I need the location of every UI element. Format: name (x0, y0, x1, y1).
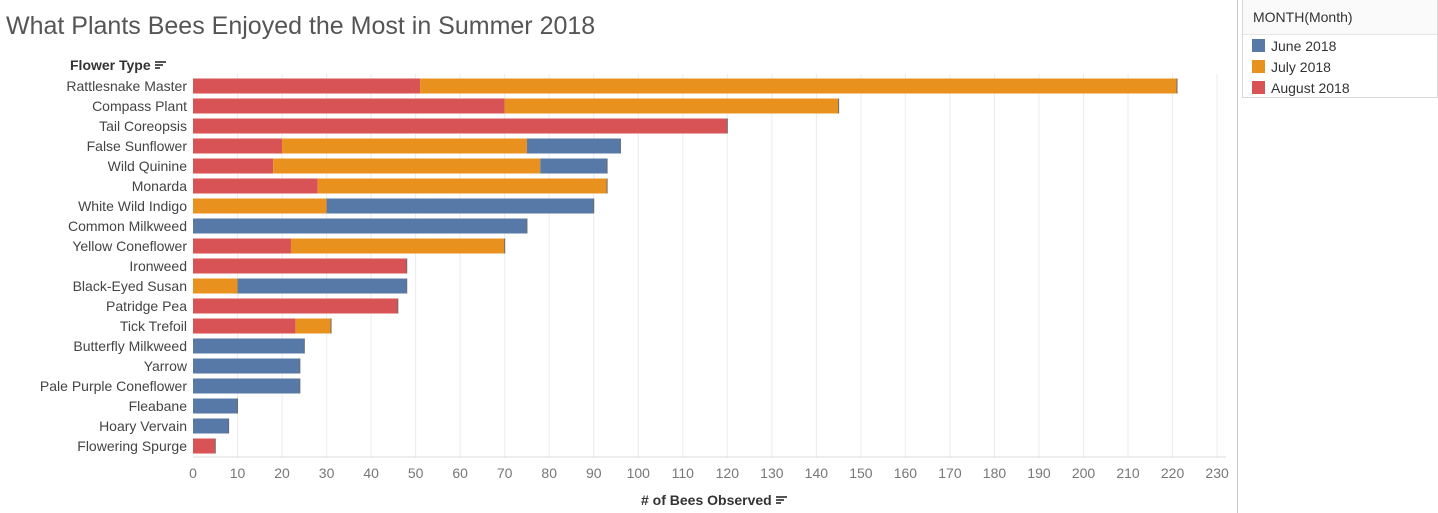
bar-segment[interactable] (193, 98, 505, 114)
category-label: Yarrow (144, 358, 188, 374)
x-tick-label: 140 (805, 465, 829, 481)
bar-segment[interactable] (193, 338, 305, 354)
category-label: Pale Purple Coneflower (40, 378, 187, 394)
category-label: White Wild Indigo (78, 198, 187, 214)
x-tick-label: 80 (541, 465, 557, 481)
legend: MONTH(Month) June 2018 July 2018 August … (1242, 0, 1438, 98)
x-tick-label: 200 (1072, 465, 1096, 481)
x-tick-label: 230 (1205, 465, 1229, 481)
legend-item-july[interactable]: July 2018 (1243, 56, 1437, 77)
x-tick-label: 30 (319, 465, 335, 481)
x-tick-label: 60 (452, 465, 468, 481)
bar-segment[interactable] (526, 138, 621, 154)
bar-segment[interactable] (193, 178, 318, 194)
category-label: Common Milkweed (68, 218, 187, 234)
x-axis-title[interactable]: # of Bees Observed (641, 492, 788, 508)
x-tick-label: 210 (1116, 465, 1140, 481)
bar-segment[interactable] (290, 238, 505, 254)
bar-segment[interactable] (193, 198, 327, 214)
bar-segment[interactable] (273, 158, 541, 174)
category-label: Patridge Pea (106, 298, 187, 314)
x-tick-label: 40 (363, 465, 379, 481)
category-label: Yellow Coneflower (72, 238, 187, 254)
legend-item-august[interactable]: August 2018 (1243, 77, 1437, 98)
category-label: Tick Trefoil (120, 318, 187, 334)
category-label: Wild Quinine (108, 158, 188, 174)
x-tick-label: 100 (627, 465, 651, 481)
x-tick-label: 20 (274, 465, 290, 481)
x-tick-label: 220 (1161, 465, 1185, 481)
sort-icon[interactable] (775, 495, 788, 505)
legend-swatch (1252, 60, 1265, 73)
x-tick-label: 170 (938, 465, 962, 481)
category-label: Butterfly Milkweed (73, 338, 187, 354)
category-label: Rattlesnake Master (66, 78, 187, 94)
chart-title: What Plants Bees Enjoyed the Most in Sum… (6, 12, 596, 40)
x-tick-label: 190 (1027, 465, 1051, 481)
category-label: Compass Plant (92, 98, 187, 114)
category-label: False Sunflower (87, 138, 188, 154)
bar-segment[interactable] (504, 98, 839, 114)
bar-segment[interactable] (193, 78, 421, 94)
bar-segment[interactable] (326, 198, 594, 214)
bar-segment[interactable] (317, 178, 608, 194)
legend-label: August 2018 (1271, 79, 1350, 96)
bar-segment[interactable] (193, 138, 283, 154)
x-tick-label: 50 (408, 465, 424, 481)
bar-segment[interactable] (193, 118, 728, 134)
bar-segment[interactable] (193, 238, 291, 254)
x-tick-label: 90 (586, 465, 602, 481)
row-header-flower-type[interactable]: Flower Type (70, 57, 167, 73)
bar-segment[interactable] (193, 318, 296, 334)
bar-segment[interactable] (540, 158, 608, 174)
bar-segment[interactable] (193, 218, 527, 234)
category-label: Black-Eyed Susan (73, 278, 187, 294)
category-label: Monarda (132, 178, 187, 194)
legend-title[interactable]: MONTH(Month) (1243, 0, 1437, 35)
x-tick-label: 110 (672, 465, 695, 481)
bar-segment[interactable] (193, 398, 238, 414)
bar-segment[interactable] (193, 418, 229, 434)
category-label: Tail Coreopsis (99, 118, 187, 134)
bar-segment[interactable] (295, 318, 332, 334)
x-axis-title-label: # of Bees Observed (641, 492, 772, 508)
bar-segment[interactable] (237, 278, 407, 294)
bar-segment[interactable] (420, 78, 1178, 94)
bar-segment[interactable] (193, 298, 398, 314)
sort-icon[interactable] (154, 60, 167, 70)
panel-divider (1237, 0, 1238, 513)
bar-segment[interactable] (193, 438, 216, 454)
x-tick-label: 130 (760, 465, 784, 481)
bar-segment[interactable] (193, 378, 300, 394)
legend-swatch (1252, 39, 1265, 52)
category-label: Hoary Vervain (99, 418, 187, 434)
bar-segment[interactable] (282, 138, 527, 154)
bar-segment[interactable] (193, 258, 407, 274)
legend-label: July 2018 (1271, 58, 1331, 75)
legend-item-june[interactable]: June 2018 (1243, 35, 1437, 56)
x-tick-label: 150 (849, 465, 873, 481)
x-tick-label: 120 (716, 465, 740, 481)
legend-label: June 2018 (1271, 37, 1337, 54)
category-label: Ironweed (129, 258, 187, 274)
x-tick-label: 70 (497, 465, 513, 481)
x-tick-label: 10 (230, 465, 246, 481)
category-label: Fleabane (129, 398, 188, 414)
bar-chart: Rattlesnake Master Compass Plant Tail Core… (40, 74, 1229, 481)
category-label: Flowering Spurge (77, 438, 187, 454)
bar-segment[interactable] (193, 278, 238, 294)
row-header-label: Flower Type (70, 57, 151, 73)
bar-segment[interactable] (193, 158, 274, 174)
x-tick-label: 180 (983, 465, 1007, 481)
x-tick-label: 0 (189, 465, 197, 481)
bar-segment[interactable] (193, 358, 300, 374)
x-tick-label: 160 (894, 465, 918, 481)
legend-swatch (1252, 81, 1265, 94)
